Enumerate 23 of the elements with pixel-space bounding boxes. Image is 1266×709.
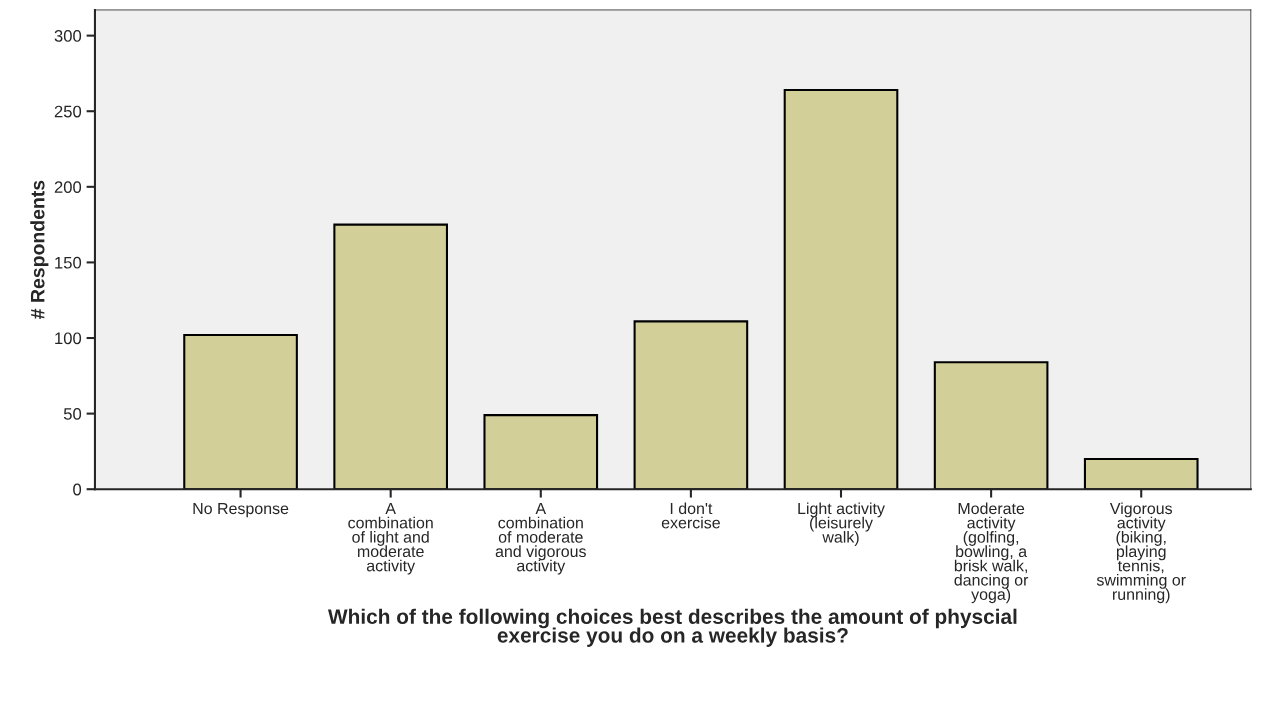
x-axis-title: Which of the following choices best describes the amount of physcial exercise you do on a weekly basis? bbox=[327, 608, 1017, 647]
y-tick-label: 150 bbox=[55, 256, 82, 269]
y-tick-label: 100 bbox=[55, 332, 82, 345]
bar bbox=[933, 361, 1049, 490]
x-tick-label: Moderate activity (golfing, bowling, a brisk walk, dancing or yoga) bbox=[954, 502, 1029, 604]
bar bbox=[1083, 457, 1199, 490]
y-tick-label: 200 bbox=[54, 181, 82, 194]
x-tick-label: I don't exercise bbox=[661, 502, 720, 529]
x-tick-label: A combination of moderate and vigorous activity bbox=[495, 502, 586, 575]
x-tick-label: Light activity (leisurely walk) bbox=[798, 502, 885, 546]
x-tick-label: No Response bbox=[193, 502, 289, 518]
y-tick-label: 50 bbox=[63, 408, 82, 420]
y-tick-label: 0 bbox=[73, 483, 82, 496]
y-axis-title: # Respondents bbox=[30, 180, 49, 319]
y-tick-label: 300 bbox=[54, 30, 82, 42]
bar bbox=[633, 320, 749, 490]
bar bbox=[483, 414, 599, 490]
bar bbox=[783, 89, 899, 490]
bar bbox=[183, 333, 298, 490]
y-tick-label: 250 bbox=[54, 105, 82, 118]
bar bbox=[333, 223, 448, 490]
x-tick-label: Vigorous activity (biking, playing tennis, swimming or running) bbox=[1096, 502, 1186, 604]
x-tick-label: A combination of light and moderate activity bbox=[348, 502, 433, 575]
